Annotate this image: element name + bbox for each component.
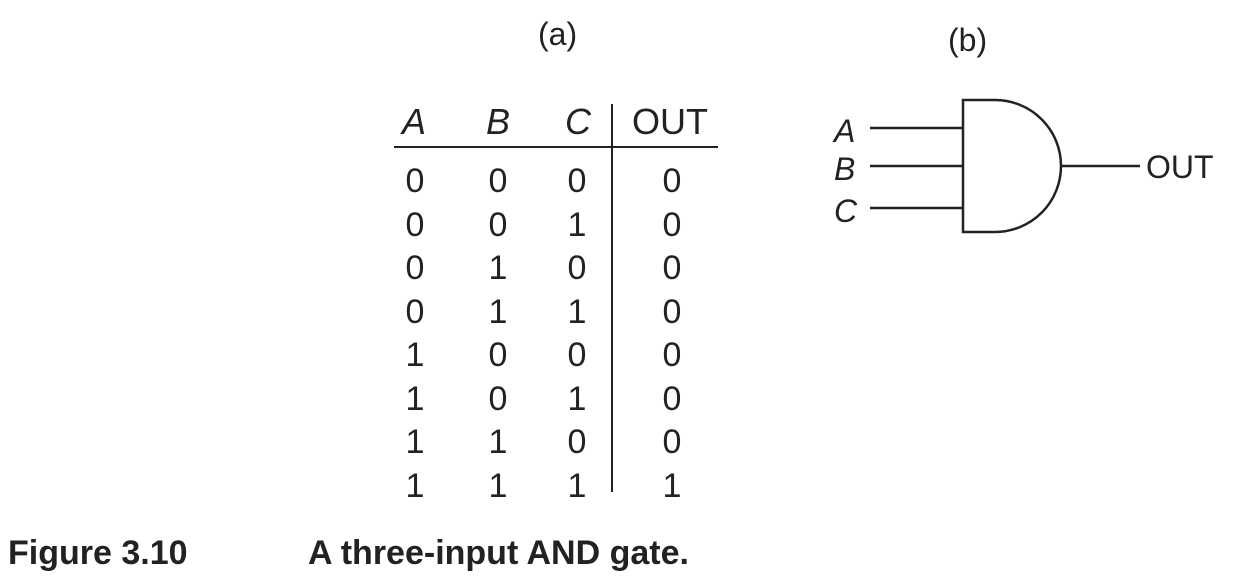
table-cell: 0 (488, 162, 508, 200)
and-gate-diagram: A B C OUT (832, 98, 1214, 234)
table-cell: 1 (405, 423, 425, 461)
table-cell: 0 (405, 249, 425, 287)
table-cell: 1 (488, 466, 508, 505)
table-cell: 1 (488, 292, 508, 331)
table-cell: 1 (567, 205, 587, 244)
header-out: OUT (632, 101, 708, 142)
table-cell: 0 (662, 379, 682, 418)
table-cell: 0 (567, 162, 587, 200)
table-cell: 0 (662, 292, 682, 331)
header-divider (394, 146, 718, 148)
table-cell: 1 (567, 379, 587, 418)
figure-caption: Figure 3.10 A three-input AND gate. (8, 536, 689, 570)
table-cell: 0 (662, 423, 682, 461)
header-c: C (565, 101, 591, 142)
table-cell: 1 (405, 466, 425, 505)
gate-input-c: C (834, 193, 858, 229)
gate-input-a: A (832, 113, 855, 149)
header-a: A (402, 101, 427, 142)
panel-label-a: (a) (538, 16, 578, 52)
table-cell: 0 (662, 205, 682, 244)
table-cell: 0 (488, 336, 508, 374)
table-cell: 0 (488, 379, 508, 418)
and-gate-body (961, 98, 1063, 234)
table-cell: 0 (567, 249, 587, 287)
table-cell: 1 (567, 292, 587, 331)
table-cell: 1 (567, 466, 587, 505)
panel-label-b: (b) (948, 22, 988, 58)
table-cell: 0 (567, 336, 587, 374)
table-cell: 0 (405, 205, 425, 244)
table-cell: 1 (488, 423, 508, 461)
table-cell: 0 (662, 336, 682, 374)
figure-caption-text: A three-input AND gate. (308, 534, 689, 572)
table-cell: 0 (567, 423, 587, 461)
table-cell: 0 (662, 162, 682, 200)
truth-table: A B C OUT 0 0 0 0 0 0 1 0 0 1 0 0 0 1 1 0 1 0 0 0 1 0 1 0 1 1 0 0 1 1… (394, 101, 718, 505)
header-b: B (486, 101, 511, 142)
output-divider (611, 104, 613, 492)
gate-output-label: OUT (1146, 149, 1214, 185)
table-cell: 1 (405, 336, 425, 374)
figure-number: Figure 3.10 (8, 534, 188, 572)
table-cell: 1 (405, 379, 425, 418)
gate-input-b: B (834, 151, 855, 187)
table-cell: 0 (405, 292, 425, 331)
table-cell: 0 (405, 162, 425, 200)
and-gate-icon (870, 98, 1140, 234)
table-cell: 1 (662, 466, 682, 505)
table-cell: 1 (488, 249, 508, 287)
table-cell: 0 (662, 249, 682, 287)
table-cell: 0 (488, 205, 508, 244)
